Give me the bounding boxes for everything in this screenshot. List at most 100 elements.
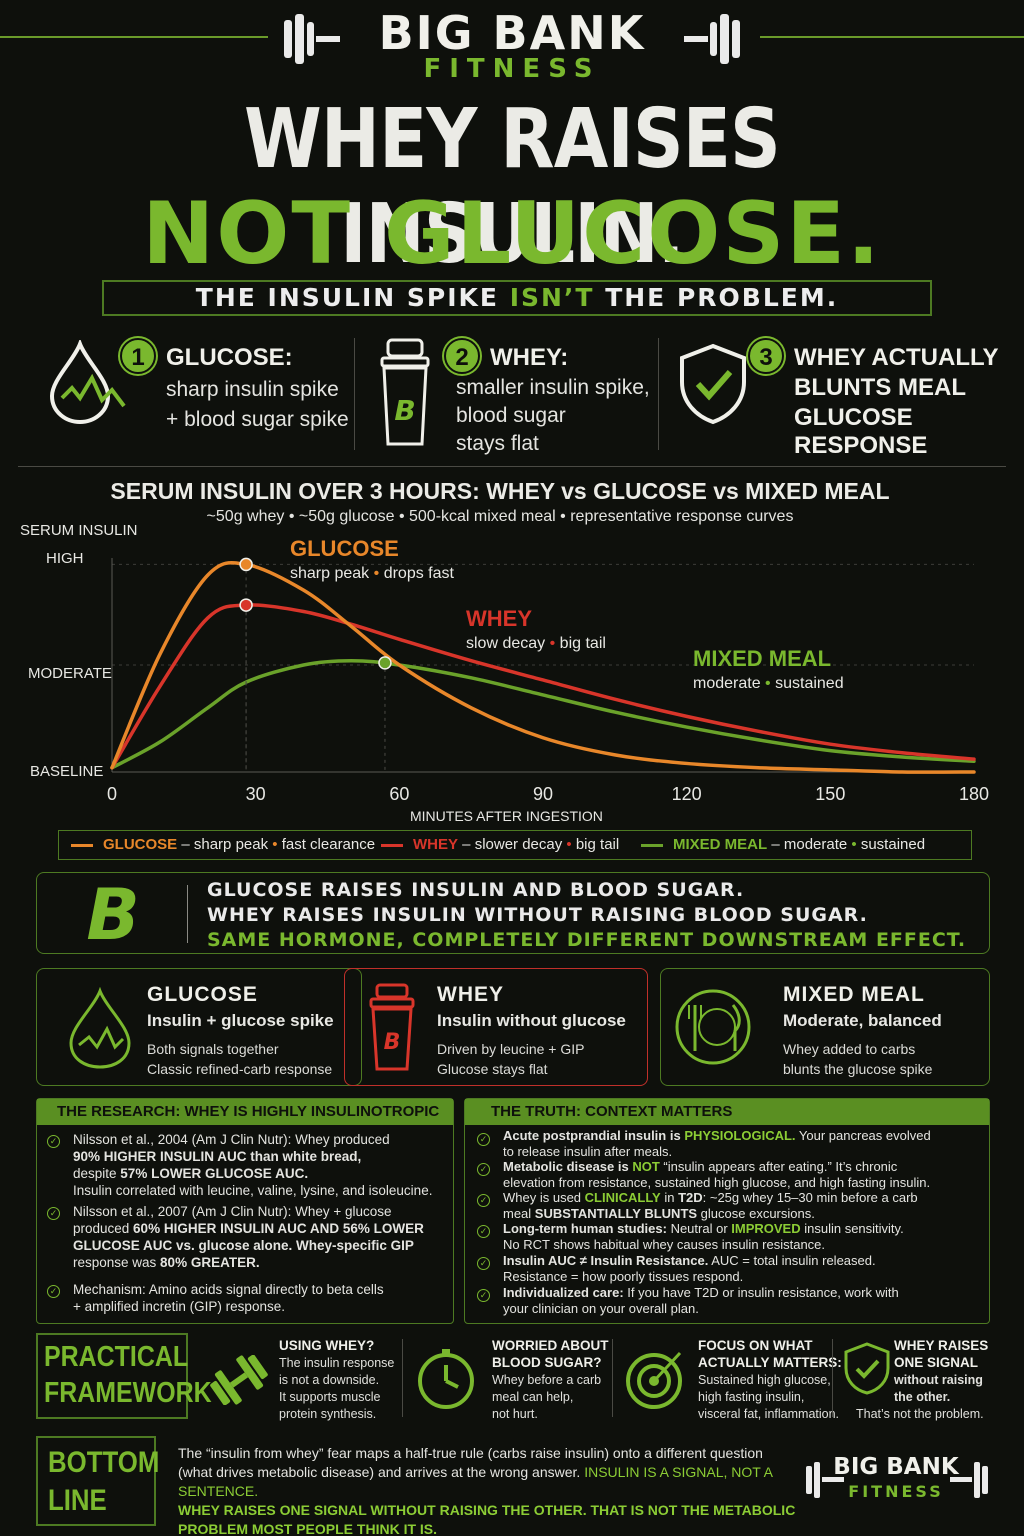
- truth-item-4: Long-term human studies: Neutral or IMPR…: [503, 1221, 904, 1252]
- x-tick-label-0: 0: [107, 784, 117, 804]
- legend-whey: WHEY – slower decay • big tail: [413, 836, 620, 853]
- dumbbell-icon: [210, 1355, 268, 1405]
- point-3-number: 3: [748, 338, 784, 374]
- card-whey: B WHEY Insulin without glucose Driven by…: [344, 968, 648, 1086]
- card-mixed: MIXED MEAL Moderate, balanced Whey added…: [660, 968, 990, 1086]
- truth-header: THE TRUTH: CONTEXT MATTERS: [465, 1099, 989, 1125]
- message-line1: GLUCOSE RAISES INSULIN AND BLOOD SUGAR.: [207, 879, 745, 901]
- bottom-text: The “insulin from whey” fear maps a half…: [178, 1445, 796, 1536]
- section-rule: [18, 466, 1006, 467]
- message-line2: WHEY RAISES INSULIN WITHOUT RAISING BLOO…: [207, 904, 868, 926]
- brand-logo-sub: FITNESS: [423, 54, 601, 84]
- point-2-text-2: blood sugar: [456, 404, 566, 427]
- mixed-label: MIXED MEAL moderate • sustained: [693, 646, 844, 692]
- dumbbell-right-icon: [684, 14, 740, 64]
- x-tick-label-30: 30: [246, 784, 266, 804]
- point-2-number: 2: [444, 338, 480, 374]
- card-whey-desc-1: Driven by leucine + GIP: [437, 1041, 585, 1057]
- key-points: 1 GLUCOSE: sharp insulin spike + blood s…: [0, 330, 1024, 465]
- framework-3-text-1: Sustained high glucose,: [698, 1373, 831, 1387]
- check-icon: ✓: [47, 1285, 60, 1298]
- bottom-label-box: BOTTOM LINE: [36, 1436, 160, 1526]
- bottom-label-2: LINE: [48, 1484, 107, 1517]
- point-3-title-1: WHEY ACTUALLY: [794, 344, 999, 371]
- research-item-3: Mechanism: Amino acids signal directly t…: [73, 1282, 384, 1314]
- glucose-label: GLUCOSE sharp peak • drops fast: [290, 536, 454, 582]
- card-mixed-title: MIXED MEAL: [783, 983, 925, 1006]
- framework-1-title: USING WHEY?: [279, 1338, 375, 1353]
- divider: [187, 885, 188, 943]
- framework-2-title-1: WORRIED ABOUT: [492, 1338, 609, 1353]
- point-2-title: WHEY:: [490, 344, 569, 371]
- point-2-text-3: stays flat: [456, 432, 539, 455]
- svg-text:B: B: [86, 881, 139, 947]
- header-rule-left: [0, 36, 268, 38]
- framework-2-text-2: meal can help,: [492, 1390, 574, 1404]
- subtitle-box: THE INSULIN SPIKE ISN’T THE PROBLEM.: [102, 280, 932, 316]
- bottom-line: BOTTOM LINE The “insulin from whey” fear…: [36, 1436, 990, 1536]
- check-icon: ✓: [47, 1207, 60, 1220]
- chart-ylabel: SERUM INSULIN: [20, 522, 138, 539]
- whey-label: WHEY slow decay • big tail: [466, 606, 606, 652]
- svg-text:B: B: [384, 1030, 401, 1055]
- ylevel-high: HIGH: [46, 550, 84, 567]
- framework-label-1: PRACTICAL: [44, 1341, 189, 1373]
- subtitle-part-a: THE INSULIN SPIKE: [195, 283, 510, 312]
- mixed-label-b: sustained: [775, 675, 844, 692]
- x-tick-label-90: 90: [533, 784, 553, 804]
- framework-1-text-3: It supports muscle: [279, 1390, 381, 1404]
- legend-swatch-whey: [381, 844, 403, 847]
- framework-3-text-2: high fasting insulin,: [698, 1390, 805, 1404]
- divider: [612, 1339, 613, 1417]
- x-tick-label-150: 150: [815, 784, 845, 804]
- research-item-2: Nilsson et al., 2007 (Am J Clin Nutr): W…: [73, 1204, 424, 1270]
- glucose-label-a: sharp peak: [290, 565, 370, 582]
- truth-item-1: Acute postprandial insulin is PHYSIOLOGI…: [503, 1128, 931, 1159]
- point-1-text-2: + blood sugar spike: [166, 408, 349, 431]
- research-header: THE RESEARCH: WHEY IS HIGHLY INSULINOTRO…: [37, 1099, 453, 1125]
- fork-knife-plate-icon: [675, 989, 751, 1065]
- chart-legend: GLUCOSE – sharp peak • fast clearance WH…: [58, 830, 972, 860]
- framework-4-title-1: WHEY RAISES: [894, 1338, 989, 1353]
- peak-marker-mixed-meal: [378, 656, 392, 670]
- brand-b-logo-icon: B: [86, 881, 139, 947]
- check-icon: ✓: [47, 1135, 60, 1148]
- footer-logo-name: BIG BANK: [833, 1454, 959, 1480]
- legend-swatch-glucose: [71, 844, 93, 847]
- framework-1-text-1: The insulin response: [279, 1356, 395, 1370]
- practical-framework: PRACTICAL FRAMEWORK USING WHEY? The insu…: [36, 1333, 990, 1425]
- framework-1-text-4: protein synthesis.: [279, 1407, 377, 1421]
- x-tick-label-120: 120: [672, 784, 702, 804]
- header-rule-right: [760, 36, 1024, 38]
- whey-label-a: slow decay: [466, 635, 546, 652]
- check-icon: ✓: [477, 1225, 490, 1238]
- chart-xlabel: MINUTES AFTER INGESTION: [410, 808, 603, 824]
- divider: [658, 338, 659, 450]
- truth-box: THE TRUTH: CONTEXT MATTERS ✓ Acute postp…: [464, 1098, 990, 1324]
- bottom-label-1: BOTTOM: [48, 1446, 160, 1479]
- point-1-number: 1: [120, 338, 156, 374]
- mixed-label-name: MIXED MEAL: [693, 646, 832, 671]
- glucose-label-name: GLUCOSE: [290, 536, 399, 561]
- framework-3-text-3: visceral fat, inflammation.: [698, 1407, 840, 1421]
- chart-title: SERUM INSULIN OVER 3 HOURS: WHEY vs GLUC…: [110, 478, 890, 504]
- check-icon: ✓: [477, 1133, 490, 1146]
- series-line-whey: [110, 603, 976, 770]
- shield-check-icon: [680, 343, 746, 425]
- shaker-bottle-icon: B: [369, 983, 415, 1071]
- subtitle-part-c: THE PROBLEM.: [594, 283, 839, 312]
- truth-item-2: Metabolic disease is NOT “insulin appear…: [503, 1159, 931, 1190]
- x-tick-label-180: 180: [959, 784, 989, 804]
- subtitle-part-b: ISN’T: [509, 283, 595, 312]
- point-3-title-2: BLUNTS MEAL: [794, 374, 966, 401]
- divider: [402, 1339, 403, 1417]
- truth-item-5: Insulin AUC ≠ Insulin Resistance. AUC = …: [503, 1253, 876, 1284]
- framework-label-2: FRAMEWORK: [44, 1377, 212, 1409]
- framework-4-text-2: the other.: [894, 1390, 951, 1404]
- framework-2-text-1: Whey before a carb: [492, 1373, 602, 1387]
- card-mixed-desc-2: blunts the glucose spike: [783, 1061, 933, 1077]
- shaker-bottle-icon: B: [380, 338, 430, 446]
- brand-logo-name: BIG BANK: [378, 6, 646, 60]
- framework-2-text-3: not hurt.: [492, 1407, 538, 1421]
- point-2-text-1: smaller insulin spike,: [456, 376, 650, 399]
